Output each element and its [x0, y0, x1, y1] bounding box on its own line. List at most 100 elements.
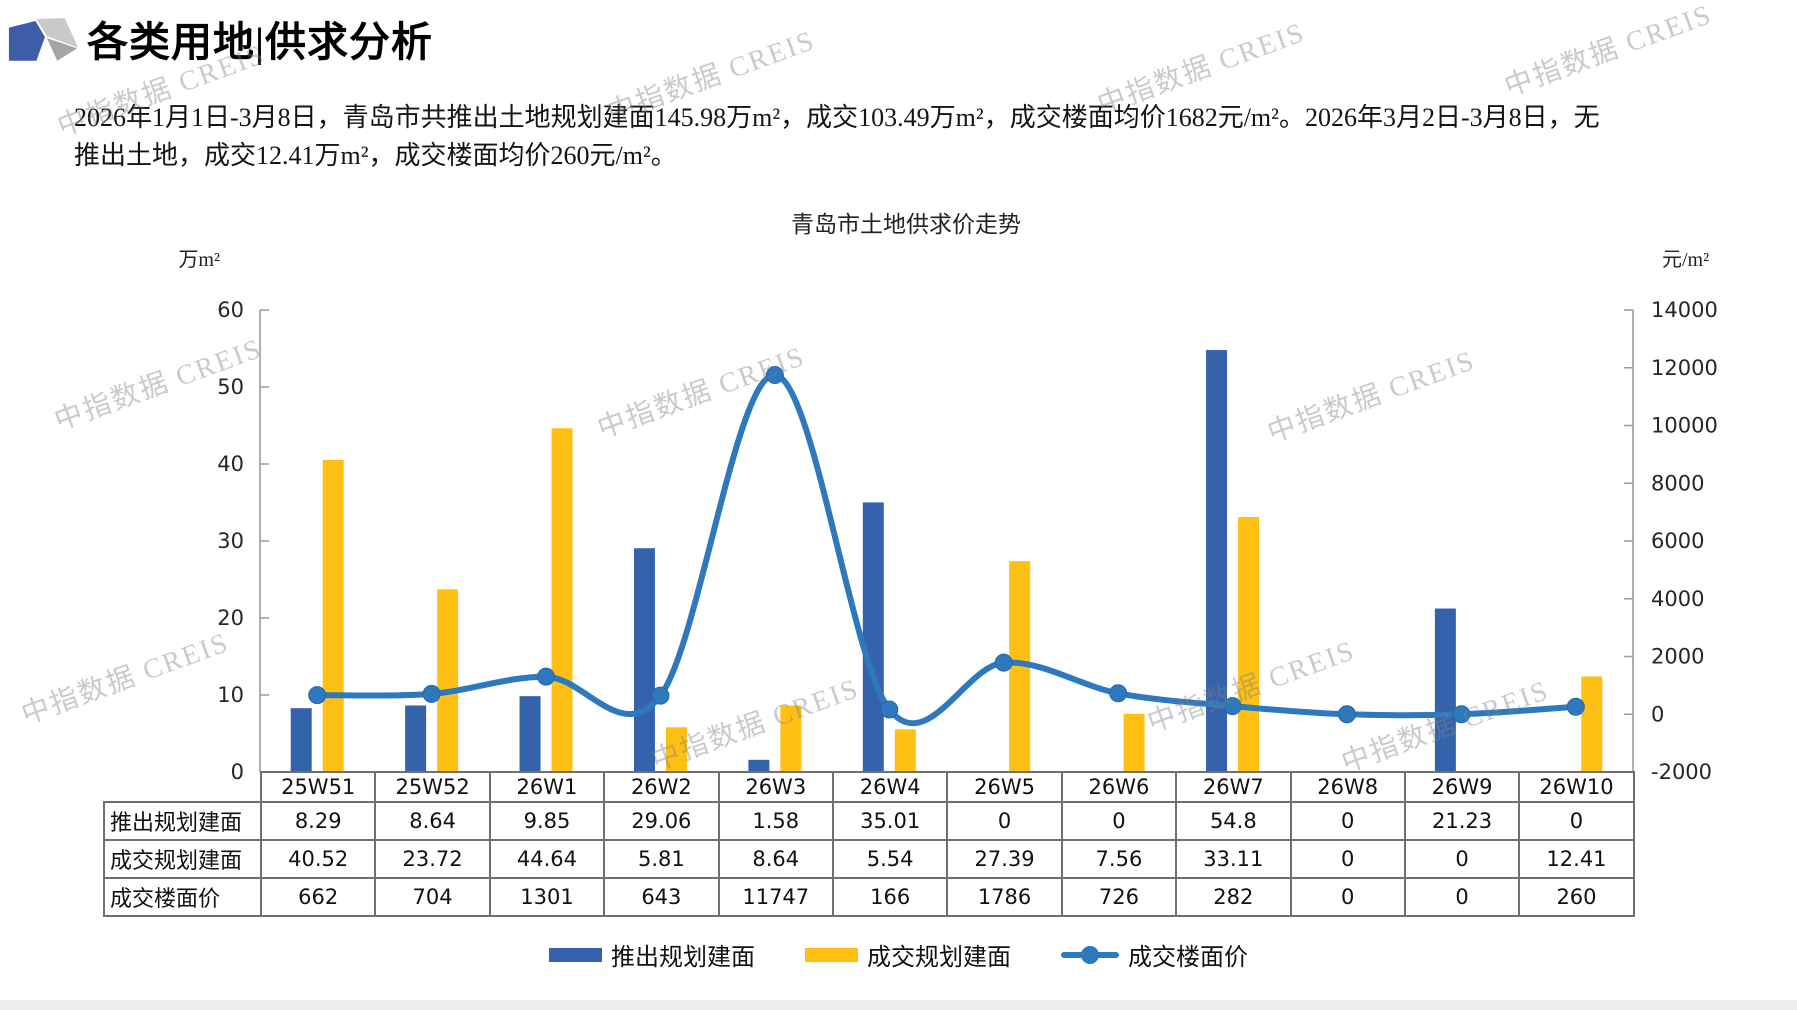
- table-cell: 23.72: [374, 839, 491, 879]
- right-axis-tick-label: 14000: [1651, 298, 1718, 322]
- table-cell: 643: [603, 877, 720, 917]
- table-cell: 1786: [946, 877, 1063, 917]
- price-line-marker: [880, 700, 899, 719]
- legend-label-transacted-area: 成交规划建面: [867, 945, 1011, 971]
- table-column-header: 26W3: [717, 771, 834, 803]
- table-cell: 33.11: [1175, 839, 1292, 879]
- chart-legend: 推出规划建面 成交规划建面 成交楼面价: [0, 937, 1797, 972]
- price-line-marker: [1337, 705, 1356, 724]
- table-column-header: 25W51: [259, 771, 377, 803]
- legend-swatch-transacted-area: [805, 947, 858, 962]
- left-axis-tick-label: 0: [231, 760, 244, 784]
- right-axis-tick-label: 4000: [1651, 587, 1704, 611]
- legend-swatch-supply-area: [549, 947, 602, 962]
- table-column-header: 26W9: [1403, 771, 1521, 803]
- table-row-label: 成交楼面价: [103, 877, 262, 917]
- bar-transacted-area: [1123, 713, 1145, 772]
- table-cell: 11747: [717, 877, 834, 917]
- table-cell: 282: [1175, 877, 1292, 917]
- bar-supply-area: [290, 708, 312, 772]
- right-axis-tick-label: 0: [1651, 702, 1664, 726]
- legend-line-sample-floor-price: [1061, 945, 1119, 964]
- table-cell: 1.58: [717, 801, 834, 841]
- bar-supply-area: [405, 705, 427, 772]
- price-line-marker: [1223, 697, 1242, 716]
- table-row-label: 推出规划建面: [103, 801, 262, 841]
- table-cell: 0: [1289, 839, 1406, 879]
- logo-midgray-shape: [46, 38, 78, 61]
- price-line-marker: [308, 686, 327, 705]
- table-cell: 44.64: [488, 839, 606, 879]
- table-cell: 726: [1060, 877, 1178, 917]
- logo-blue-shape: [8, 20, 45, 61]
- bar-transacted-area: [322, 459, 344, 772]
- chart-title: 青岛市土地供求价走势: [791, 212, 1021, 237]
- table-cell: 29.06: [603, 801, 720, 841]
- table-cell: 0: [1403, 839, 1521, 879]
- table-cell: 0: [946, 801, 1063, 841]
- left-axis-tick-label: 40: [217, 452, 244, 476]
- price-line-marker: [1452, 705, 1471, 724]
- table-cell: 0: [1060, 801, 1178, 841]
- table-cell: 40.52: [259, 839, 377, 879]
- table-cell: 54.8: [1175, 801, 1292, 841]
- price-line-marker: [537, 667, 556, 686]
- table-cell: 7.56: [1060, 839, 1178, 879]
- bar-transacted-area: [1238, 517, 1260, 772]
- data-table: 25W51 25W52 26W1 26W2 26W3 26W4 26W5 26W6 26W7 26…: [103, 771, 1635, 917]
- bar-transacted-area: [551, 428, 573, 772]
- bar-transacted-area: [780, 705, 802, 772]
- summary-line-2: 推出土地，成交12.41万m²，成交楼面均价260元/m²。: [74, 141, 677, 170]
- creis-logo: [8, 18, 79, 61]
- table-cell: 704: [374, 877, 491, 917]
- left-axis-tick-label: 60: [217, 298, 244, 322]
- table-column-header: 26W1: [488, 771, 606, 803]
- table-cell: 0: [1403, 877, 1521, 917]
- table-cell: 0: [1518, 801, 1635, 841]
- legend-label-floor-price: 成交楼面价: [1128, 945, 1248, 971]
- right-axis-tick-label: 8000: [1651, 471, 1704, 495]
- bar-transacted-area: [1009, 561, 1031, 772]
- price-line-marker: [651, 686, 670, 705]
- summary-paragraph: 2026年1月1日-3月8日，青岛市共推出土地规划建面145.98万m²，成交1…: [74, 99, 1746, 175]
- page-title: 各类用地|供求分析: [87, 19, 434, 65]
- table-column-header: 26W8: [1289, 771, 1406, 803]
- table-column-header: 25W52: [374, 771, 491, 803]
- table-cell: 12.41: [1518, 839, 1635, 879]
- bar-transacted-area: [894, 729, 916, 772]
- left-axis-unit: 万m²: [178, 249, 220, 271]
- table-column-header: 26W7: [1175, 771, 1292, 803]
- price-line-marker: [1109, 684, 1128, 703]
- left-axis-tick-label: 10: [217, 683, 244, 707]
- bar-supply-area: [633, 548, 655, 772]
- legend-marker-dot: [1081, 945, 1099, 964]
- bar-supply-area: [1434, 608, 1456, 772]
- bar-transacted-area: [437, 589, 459, 772]
- bar-transacted-area: [665, 727, 687, 772]
- table-cell: 260: [1518, 877, 1635, 917]
- bar-supply-area: [862, 502, 884, 772]
- table-column-header: 26W6: [1060, 771, 1178, 803]
- bar-transacted-area: [1581, 676, 1603, 772]
- table-row: 成交楼面价 662 704 1301 643 11747 166 1786 726 282 0 0 26…: [103, 877, 1635, 917]
- table-corner-cell: [104, 772, 261, 802]
- left-axis-tick-label: 50: [217, 375, 244, 399]
- data-table-container: 25W51 25W52 26W1 26W2 26W3 26W4 26W5 26W6 26W7 26…: [103, 771, 1635, 917]
- table-cell: 0: [1289, 877, 1406, 917]
- table-cell: 8.64: [717, 839, 834, 879]
- table-cell: 9.85: [488, 801, 606, 841]
- right-axis-unit: 元/m²: [1662, 249, 1710, 271]
- table-cell: 21.23: [1403, 801, 1521, 841]
- legend-item-supply-area: 推出规划建面: [549, 937, 755, 972]
- table-cell: 1301: [488, 877, 606, 917]
- right-axis-tick-label: 6000: [1651, 529, 1704, 553]
- right-axis-tick-label: 10000: [1651, 414, 1718, 438]
- table-column-header: 26W5: [946, 771, 1063, 803]
- right-axis-tick-label: 12000: [1651, 356, 1718, 380]
- table-cell: 0: [1289, 801, 1406, 841]
- bar-supply-area: [748, 759, 770, 772]
- table-column-header: 26W10: [1518, 771, 1635, 803]
- price-line-marker: [765, 366, 784, 385]
- left-axis-tick-label: 30: [217, 529, 244, 553]
- table-column-header: 26W2: [603, 771, 720, 803]
